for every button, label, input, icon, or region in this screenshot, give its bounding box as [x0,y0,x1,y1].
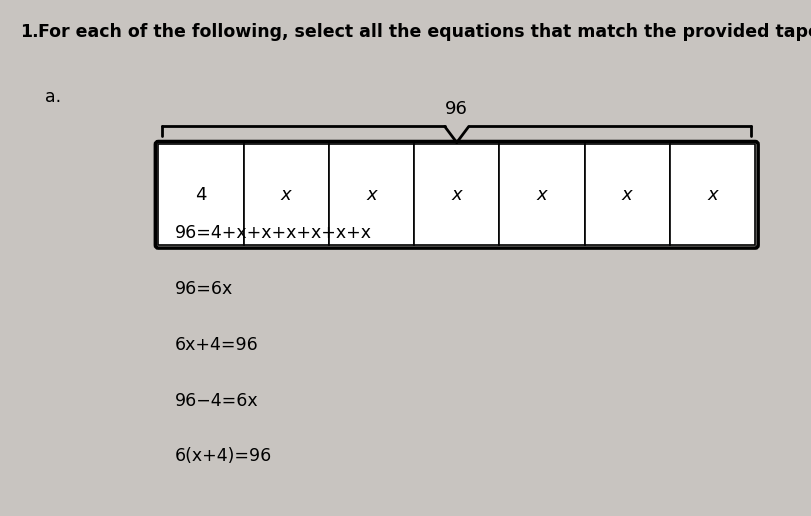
Text: 96−4=6x: 96−4=6x [174,392,258,410]
Bar [414,144,499,245]
Text: 4: 4 [195,186,207,204]
Text: 6x+4=96: 6x+4=96 [174,336,258,354]
Bar [158,144,243,245]
Bar [328,144,414,245]
Text: x: x [536,186,547,204]
Bar [584,144,669,245]
Text: 96: 96 [444,101,468,119]
Text: x: x [621,186,632,204]
Text: a.: a. [45,88,61,106]
Text: 6(x+4)=96: 6(x+4)=96 [174,447,272,465]
Text: x: x [706,186,717,204]
Text: x: x [366,186,376,204]
Bar [669,144,754,245]
Text: For each of the following, select all the equations that match the provided tape: For each of the following, select all th… [38,23,811,41]
Text: 1.: 1. [20,23,39,41]
Bar [499,144,584,245]
Bar [243,144,328,245]
Text: 96=4+x+x+x+x+x+x: 96=4+x+x+x+x+x+x [174,224,371,243]
Text: x: x [281,186,291,204]
Text: 96=6x: 96=6x [174,280,233,298]
Text: x: x [451,186,461,204]
